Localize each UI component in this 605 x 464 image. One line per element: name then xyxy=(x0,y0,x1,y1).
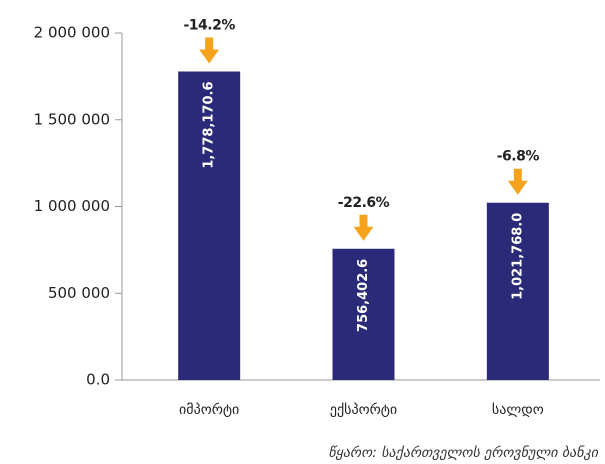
y-tick-label: 1 500 000 xyxy=(34,110,110,128)
change-arrow xyxy=(507,168,528,195)
change-annotation: -6.8% xyxy=(497,149,540,165)
x-tick-label: ექსპორტი xyxy=(330,401,397,418)
x-tick-label: იმპორტი xyxy=(179,401,239,418)
value-label: 1,021,768.0 xyxy=(510,213,525,300)
y-tick-label: 1 000 000 xyxy=(34,197,110,215)
change-annotation: -14.2% xyxy=(183,17,235,33)
y-tick-label: 0.0 xyxy=(86,371,110,389)
x-tick-label: სალდო xyxy=(492,402,544,418)
value-label: 1,778,170.6 xyxy=(202,81,217,168)
value-label: 756,402.6 xyxy=(356,259,371,332)
change-annotation: -22.6% xyxy=(338,195,390,211)
change-arrow xyxy=(353,214,374,241)
bar xyxy=(332,248,395,380)
source-note: წყარო: საქართველოს ეროვნული ბანკი xyxy=(328,444,598,461)
bar xyxy=(178,71,241,381)
change-arrow xyxy=(199,37,220,64)
y-tick-label: 500 000 xyxy=(48,284,110,302)
bar xyxy=(486,202,549,380)
y-tick-label: 2 000 000 xyxy=(34,24,110,42)
